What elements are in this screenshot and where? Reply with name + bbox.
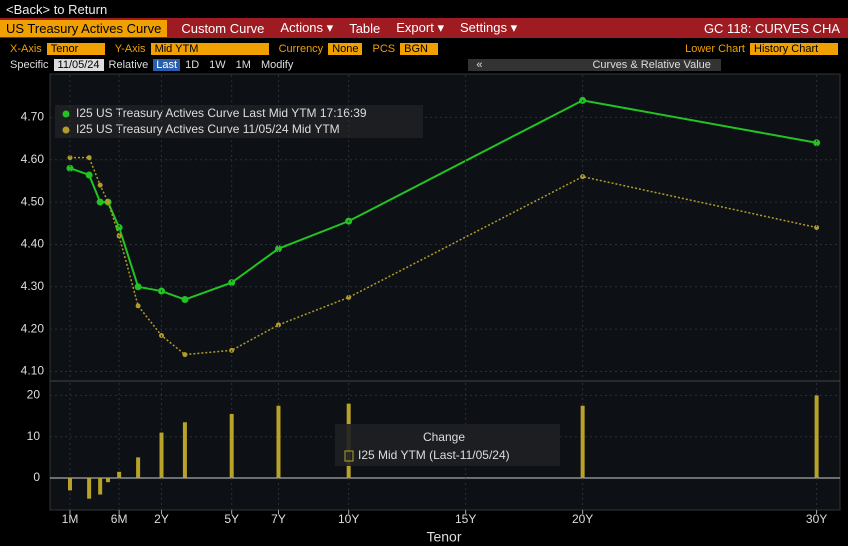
toolbar-title[interactable]: US Treasury Actives Curve: [0, 19, 168, 37]
y-tick-label: 20: [27, 388, 41, 402]
curve-point: [813, 139, 821, 147]
curve-point: [105, 199, 111, 205]
label: Relative: [108, 59, 149, 71]
legend-label: I25 US Treasury Actives Curve 11/05/24 M…: [76, 122, 340, 136]
collapse-button[interactable]: «: [468, 59, 533, 71]
bar: [229, 413, 234, 479]
legend-background: [335, 424, 560, 466]
legend-swatch: [62, 110, 70, 118]
curve-point: [66, 164, 74, 172]
toolbar: US Treasury Actives Curve Custom Curve A…: [0, 18, 848, 38]
curve-point: [86, 155, 92, 161]
setting-select[interactable]: Tenor: [46, 42, 105, 55]
setting-select[interactable]: BGN: [400, 42, 439, 55]
x-tick-label: 6M: [111, 512, 128, 526]
x-tick-label: 15Y: [455, 512, 476, 526]
legend-label: I25 US Treasury Actives Curve Last Mid Y…: [76, 106, 367, 120]
curve-point: [814, 225, 820, 230]
y-tick-label: 4.50: [21, 194, 45, 208]
legend-background: [55, 121, 423, 138]
x-tick-label: 30Y: [806, 512, 827, 526]
menu-item[interactable]: Table: [349, 20, 381, 36]
menu-item[interactable]: Custom Curve: [181, 20, 265, 36]
curve-point: [85, 171, 93, 179]
curve-point: [67, 155, 73, 161]
y-tick-label: 4.30: [21, 279, 45, 293]
x-tick-label: 2Y: [154, 512, 169, 526]
y-tick-label: 4.20: [21, 321, 45, 335]
curve-point: [135, 303, 141, 309]
x-tick-label: 7Y: [271, 512, 286, 526]
bar: [136, 457, 141, 479]
menu-item[interactable]: Export ▾: [396, 20, 444, 35]
curve-point: [228, 279, 236, 287]
y-tick-label: 10: [27, 429, 41, 443]
y-tick-label: 4.10: [21, 364, 45, 378]
curve-point: [182, 352, 188, 358]
curve-point: [181, 296, 189, 304]
option[interactable]: 1M: [235, 59, 251, 71]
bar: [159, 432, 164, 479]
option[interactable]: 1D: [185, 59, 200, 71]
curve-point: [275, 322, 281, 328]
bar: [67, 478, 72, 491]
setting-label: X-Axis: [10, 42, 42, 55]
options-row: Specific 11/05/24 Relative Last 1D 1W 1M…: [0, 57, 848, 73]
x-axis-label: Tenor: [426, 529, 461, 545]
curve-point: [346, 294, 352, 300]
legend-label: I25 Mid YTM (Last-11/05/24): [358, 448, 510, 462]
label: Specific: [10, 59, 49, 71]
y-tick-label: 0: [33, 470, 40, 484]
function-code: GC 118: CURVES CHA: [703, 20, 840, 36]
bar: [276, 405, 281, 479]
bar: [580, 405, 585, 479]
menu-item[interactable]: Settings ▾: [459, 20, 518, 35]
panel-title: Curves & Relative Value: [532, 59, 721, 71]
y-tick-label: 4.40: [21, 237, 45, 251]
setting-label: PCS: [372, 42, 396, 55]
x-tick-label: 20Y: [572, 512, 593, 526]
x-tick-label: 10Y: [338, 512, 359, 526]
setting-select[interactable]: History Chart: [750, 42, 838, 55]
bar: [182, 422, 187, 479]
option[interactable]: Modify: [260, 59, 294, 71]
option[interactable]: 1W: [209, 59, 226, 71]
back-link[interactable]: <Back> to Return: [6, 1, 108, 17]
curve-point: [134, 283, 142, 291]
curve-point: [274, 245, 282, 253]
bar: [117, 471, 122, 479]
curve-point: [96, 198, 104, 206]
legend-swatch: [344, 450, 354, 462]
menu-item[interactable]: Actions ▾: [280, 20, 334, 35]
legend-background: [55, 105, 423, 122]
legend-swatch: [62, 126, 70, 134]
curve-point: [97, 182, 103, 188]
setting-label: Lower Chart: [685, 42, 745, 55]
bar: [814, 395, 819, 479]
setting-label: Y-Axis: [114, 42, 146, 55]
setting-label: Currency: [278, 42, 324, 55]
x-tick-label: 1M: [62, 512, 79, 526]
date-input[interactable]: 11/05/24: [53, 59, 104, 71]
settings-row: X-Axis Tenor Y-Axis Mid YTM Currency Non…: [0, 40, 848, 57]
x-tick-label: 5Y: [224, 512, 239, 526]
bar: [87, 478, 92, 499]
bar: [98, 478, 103, 495]
y-tick-label: 4.70: [21, 110, 45, 124]
setting-select[interactable]: None: [328, 42, 363, 55]
y-tick-label: 4.60: [21, 152, 45, 166]
option[interactable]: Last: [153, 59, 181, 71]
bar: [106, 478, 111, 483]
setting-select[interactable]: Mid YTM: [150, 42, 269, 55]
legend-title: Change: [423, 430, 465, 444]
